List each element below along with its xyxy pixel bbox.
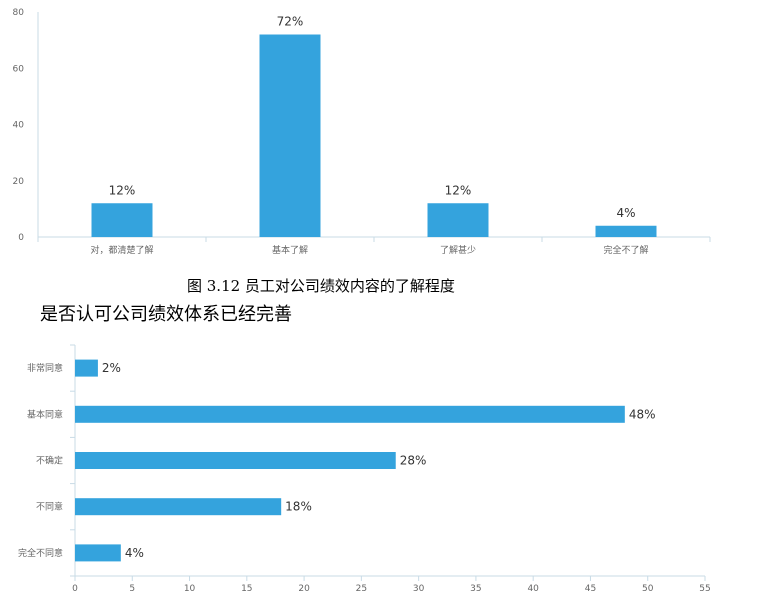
x-tick-label: 50 xyxy=(642,584,654,594)
x-tick-label: 20 xyxy=(298,584,310,594)
data-label: 2% xyxy=(102,361,121,375)
data-label: 12% xyxy=(445,183,472,197)
bar xyxy=(595,225,657,237)
x-tick-label: 了解甚少 xyxy=(440,244,476,256)
data-label: 28% xyxy=(400,454,427,468)
y-tick-label: 完全不同意 xyxy=(18,547,63,559)
x-tick-label: 45 xyxy=(585,584,596,594)
x-tick-label: 5 xyxy=(129,584,135,594)
data-label: 4% xyxy=(125,546,144,560)
data-label: 72% xyxy=(277,15,304,29)
bar xyxy=(75,544,121,562)
x-tick-label: 35 xyxy=(470,584,481,594)
question-title: 是否认可公司绩效体系已经完善 xyxy=(40,304,292,325)
y-tick-label: 不同意 xyxy=(36,501,63,513)
x-tick-label: 55 xyxy=(699,584,710,594)
y-tick-label: 不确定 xyxy=(36,455,63,467)
y-tick-label: 基本同意 xyxy=(27,408,63,420)
bar xyxy=(259,34,321,237)
bar xyxy=(75,498,282,516)
y-tick-label: 40 xyxy=(13,121,25,131)
y-tick-label: 非常同意 xyxy=(27,362,63,374)
vertical-bar-chart: 0 20 40 60 80 12% 对，都清楚了解 72% 基本了解 12% 了解甚少 4% 完全不了解 xyxy=(13,8,711,256)
bar xyxy=(427,203,489,237)
y-tick-label: 0 xyxy=(18,233,24,243)
x-tick-label: 基本了解 xyxy=(272,244,308,256)
horizontal-bar-chart: 0 5 10 15 20 25 30 35 40 45 50 55 2% 非常同意 48% 基本同意 28% 不确… xyxy=(18,344,711,594)
y-tick-label: 60 xyxy=(13,64,25,74)
data-label: 12% xyxy=(109,183,136,197)
bar xyxy=(75,405,625,423)
bar xyxy=(75,452,396,469)
y-tick-label: 80 xyxy=(13,8,25,18)
x-tick-label: 10 xyxy=(184,584,196,594)
x-tick-label: 40 xyxy=(527,584,539,594)
bar xyxy=(75,359,98,377)
x-tick-label: 0 xyxy=(72,584,78,594)
x-tick-label: 对，都清楚了解 xyxy=(90,244,153,256)
x-tick-label: 完全不了解 xyxy=(603,244,648,256)
data-label: 48% xyxy=(629,407,656,421)
data-label: 18% xyxy=(285,500,312,514)
figure-caption: 图 3.12 员工对公司绩效内容的了解程度 xyxy=(187,277,455,295)
bar xyxy=(91,203,153,237)
x-tick-label: 15 xyxy=(241,584,252,594)
x-tick-label: 25 xyxy=(356,584,367,594)
y-tick-label: 20 xyxy=(13,177,25,187)
data-label: 4% xyxy=(616,206,635,220)
x-tick-label: 30 xyxy=(413,584,425,594)
